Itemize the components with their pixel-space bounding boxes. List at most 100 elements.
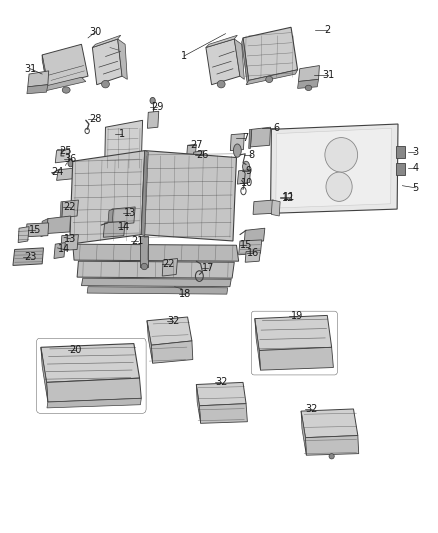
Polygon shape	[272, 200, 280, 216]
Polygon shape	[206, 39, 240, 85]
Polygon shape	[18, 227, 29, 243]
Ellipse shape	[62, 87, 70, 93]
Bar	[141, 236, 148, 266]
Polygon shape	[253, 200, 274, 214]
Polygon shape	[298, 66, 319, 82]
Text: 22: 22	[162, 259, 175, 269]
Text: 13: 13	[64, 234, 77, 244]
Polygon shape	[237, 169, 251, 184]
Ellipse shape	[243, 161, 250, 172]
Text: 14: 14	[118, 222, 130, 232]
Polygon shape	[57, 168, 74, 180]
Text: 15: 15	[240, 240, 252, 250]
Polygon shape	[234, 39, 244, 79]
Polygon shape	[239, 240, 262, 255]
Polygon shape	[147, 317, 192, 345]
Polygon shape	[41, 348, 48, 402]
Polygon shape	[141, 151, 237, 241]
Polygon shape	[196, 382, 246, 406]
Polygon shape	[255, 316, 332, 351]
Polygon shape	[162, 259, 177, 276]
Polygon shape	[206, 35, 237, 47]
Polygon shape	[199, 403, 247, 423]
Text: 11: 11	[283, 192, 295, 203]
Polygon shape	[187, 144, 196, 156]
Polygon shape	[244, 228, 265, 243]
Text: 1: 1	[119, 128, 125, 139]
Polygon shape	[245, 251, 261, 262]
Text: 5: 5	[412, 183, 419, 193]
Text: 27: 27	[190, 140, 202, 150]
Polygon shape	[148, 111, 159, 128]
Ellipse shape	[141, 263, 148, 270]
Ellipse shape	[329, 454, 334, 459]
Text: 13: 13	[124, 208, 136, 219]
Ellipse shape	[326, 172, 352, 201]
Text: 16: 16	[247, 248, 259, 258]
Polygon shape	[246, 70, 297, 85]
Polygon shape	[249, 130, 252, 149]
Polygon shape	[13, 248, 43, 265]
Text: 32: 32	[167, 316, 179, 326]
Polygon shape	[196, 384, 201, 423]
Polygon shape	[193, 151, 204, 163]
Polygon shape	[26, 223, 49, 237]
Polygon shape	[47, 398, 141, 408]
Polygon shape	[271, 124, 398, 213]
Polygon shape	[42, 55, 46, 82]
Text: 29: 29	[151, 102, 163, 112]
Polygon shape	[46, 216, 71, 233]
Text: 3: 3	[413, 147, 419, 157]
Text: 12: 12	[282, 193, 294, 204]
Text: 25: 25	[59, 146, 71, 156]
Bar	[396, 146, 406, 158]
Polygon shape	[87, 287, 228, 294]
Polygon shape	[54, 243, 65, 259]
Text: 7: 7	[242, 133, 248, 143]
Polygon shape	[92, 39, 122, 85]
Polygon shape	[108, 209, 113, 227]
Polygon shape	[301, 411, 306, 455]
Polygon shape	[42, 77, 86, 91]
Polygon shape	[111, 207, 135, 225]
Text: 23: 23	[24, 252, 36, 262]
Polygon shape	[305, 435, 359, 455]
Text: 9: 9	[246, 166, 252, 176]
Text: 4: 4	[413, 163, 419, 173]
Ellipse shape	[150, 98, 155, 104]
Polygon shape	[73, 244, 239, 261]
Polygon shape	[151, 341, 193, 364]
Text: 24: 24	[51, 167, 64, 177]
Polygon shape	[70, 151, 145, 244]
Text: 1: 1	[181, 51, 187, 61]
Text: 36: 36	[64, 154, 77, 164]
Bar	[396, 164, 406, 175]
Polygon shape	[297, 79, 318, 88]
Polygon shape	[276, 128, 392, 208]
Polygon shape	[92, 35, 121, 47]
Text: 15: 15	[28, 225, 41, 236]
Polygon shape	[230, 134, 244, 151]
Polygon shape	[27, 85, 48, 94]
Text: 10: 10	[241, 177, 253, 188]
Text: 31: 31	[24, 64, 36, 74]
Polygon shape	[42, 44, 88, 87]
Text: 21: 21	[131, 236, 144, 246]
Text: 32: 32	[305, 404, 318, 414]
Polygon shape	[301, 409, 358, 438]
Polygon shape	[255, 319, 261, 370]
Ellipse shape	[217, 80, 225, 88]
Polygon shape	[41, 344, 140, 382]
Polygon shape	[141, 151, 148, 236]
Polygon shape	[62, 200, 78, 217]
Polygon shape	[28, 71, 49, 87]
Text: 18: 18	[179, 289, 191, 299]
Ellipse shape	[102, 80, 110, 88]
Polygon shape	[41, 219, 48, 237]
Ellipse shape	[266, 76, 273, 83]
Ellipse shape	[233, 144, 241, 157]
Polygon shape	[147, 321, 152, 364]
Polygon shape	[118, 39, 127, 79]
Text: 17: 17	[202, 263, 214, 272]
Ellipse shape	[189, 155, 194, 161]
